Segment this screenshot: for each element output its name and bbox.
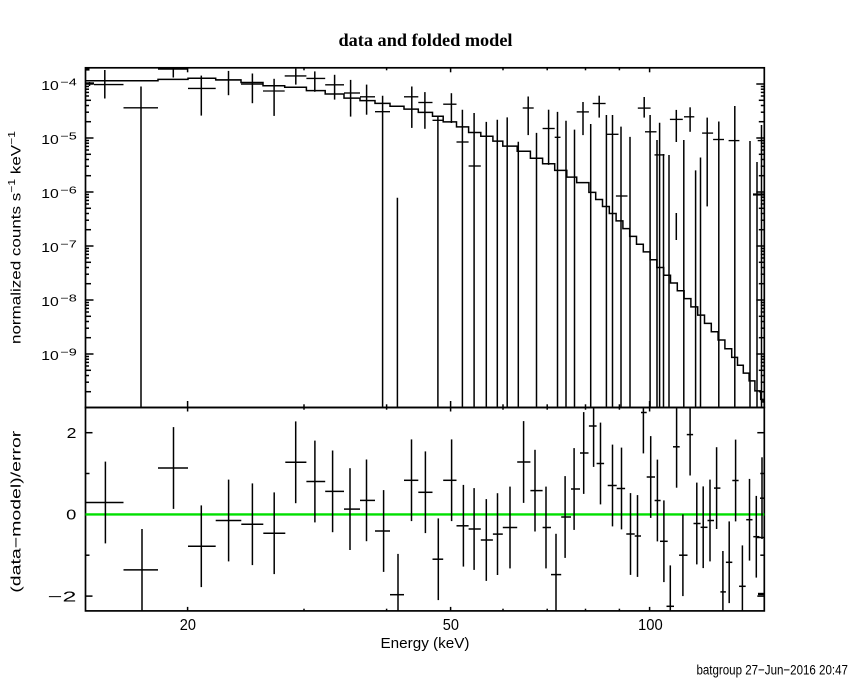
svg-text:0: 0: [66, 508, 76, 524]
svg-text:10: 10: [41, 132, 59, 147]
svg-text:−5: −5: [60, 132, 77, 143]
svg-text:Energy (keV): Energy (keV): [381, 635, 470, 652]
svg-text:−7: −7: [60, 240, 77, 251]
svg-text:10: 10: [41, 186, 59, 201]
svg-text:10: 10: [41, 294, 59, 309]
svg-text:batgroup 27−Jun−2016 20:47: batgroup 27−Jun−2016 20:47: [696, 662, 848, 678]
svg-text:10: 10: [41, 78, 59, 93]
svg-text:(data−model)/error: (data−model)/error: [8, 430, 24, 592]
svg-text:10: 10: [41, 240, 59, 255]
svg-text:normalized counts s−1 keV−1: normalized counts s−1 keV−1: [7, 130, 24, 344]
svg-text:data and folded model: data and folded model: [339, 30, 513, 50]
svg-text:2: 2: [67, 426, 77, 442]
svg-text:20: 20: [180, 617, 197, 634]
svg-text:−8: −8: [60, 294, 77, 305]
svg-text:10: 10: [41, 348, 59, 363]
svg-text:−6: −6: [60, 186, 77, 197]
svg-text:−4: −4: [60, 78, 77, 89]
svg-text:−2: −2: [48, 589, 77, 605]
svg-text:−9: −9: [60, 348, 77, 359]
svg-text:50: 50: [443, 617, 460, 634]
svg-text:100: 100: [638, 617, 663, 634]
